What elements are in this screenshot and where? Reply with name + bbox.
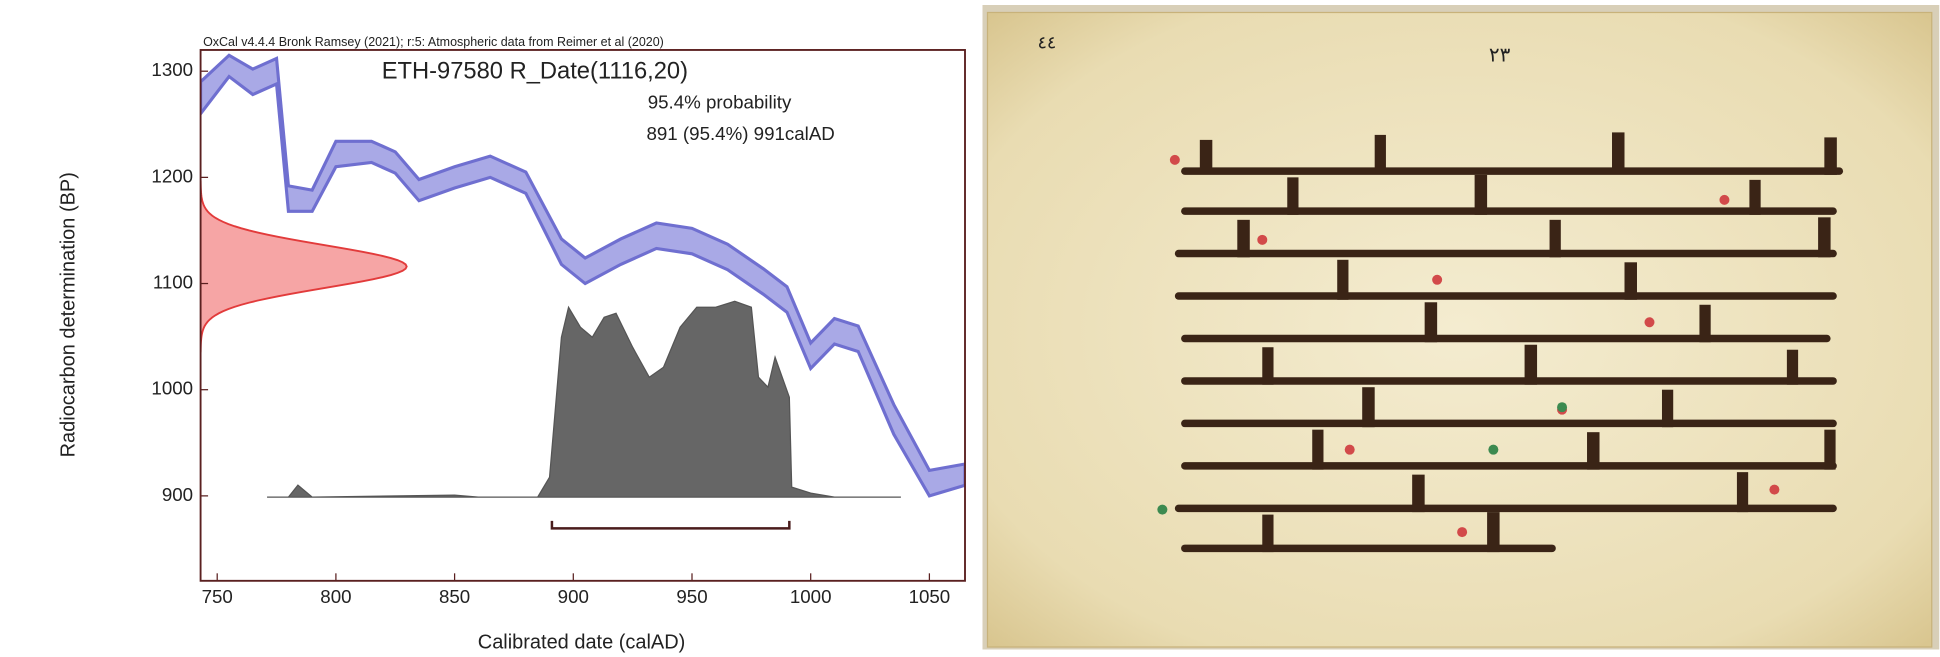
- calibration-curve: [200, 53, 966, 498]
- y-tick-label: 1200: [151, 165, 193, 186]
- x-axis-label: Calibrated date (calAD): [478, 632, 686, 654]
- range-label: 891 (95.4%) 991calAD: [646, 123, 834, 144]
- y-tick-label: 900: [162, 484, 193, 505]
- parchment: [986, 11, 1933, 648]
- script-lines: [1174, 132, 1844, 553]
- x-tick-label: 900: [558, 586, 589, 607]
- plot-area: [200, 53, 966, 530]
- date-distribution: [200, 180, 408, 353]
- x-tick-label: 1050: [909, 586, 951, 607]
- x-tick-label: 850: [439, 586, 470, 607]
- page-number: ٢٣: [1489, 43, 1511, 67]
- range-bracket: [550, 520, 791, 530]
- y-tick-label: 1000: [151, 378, 193, 399]
- plot-frame: [199, 49, 966, 582]
- probability-label: 95.4% probability: [648, 92, 792, 113]
- source-note: OxCal v4.4.4 Bronk Ramsey (2021); r:5: A…: [203, 35, 664, 49]
- y-tick-label: 1100: [153, 271, 193, 292]
- x-tick-label: 950: [676, 586, 707, 607]
- x-tick-label: 1000: [790, 586, 832, 607]
- y-axis-label: Radiocarbon determination (BP): [58, 172, 80, 457]
- calibrated-probability: [267, 300, 901, 498]
- chart-title: ETH-97580 R_Date(1116,20): [382, 59, 688, 85]
- red-dots: [1169, 154, 1780, 538]
- folio-number: ٤٤: [1037, 34, 1056, 54]
- x-tick-label: 750: [202, 586, 233, 607]
- manuscript-photo: ٢٣ ٤٤: [982, 4, 1940, 650]
- green-dots: [1157, 402, 1568, 515]
- x-tick-label: 800: [320, 586, 351, 607]
- y-tick-label: 1300: [151, 59, 193, 80]
- chart: OxCal v4.4.4 Bronk Ramsey (2021); r:5: A…: [58, 35, 966, 654]
